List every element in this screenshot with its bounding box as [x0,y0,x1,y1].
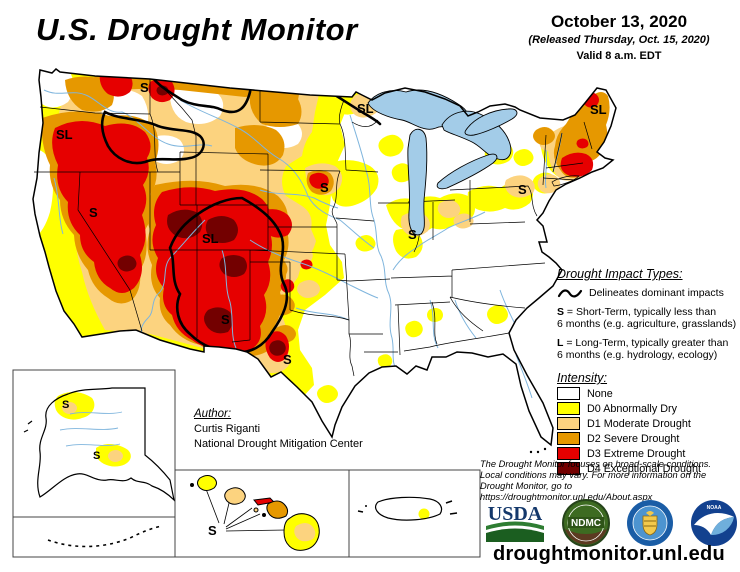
author-name: Curtis Riganti [194,423,261,435]
map-date: October 13, 2020 [550,12,688,31]
inset-frames [12,369,481,558]
impact-label: SL [590,102,607,117]
impact-label-alaska: S [62,399,69,411]
intensity-heading: Intensity: [557,371,608,385]
squiggle-icon [557,289,583,298]
alaska-inset [23,387,175,548]
release-date: (Released Thursday, Oct. 15, 2020) [528,34,710,46]
swatch-d0 [557,402,580,415]
swatch-d3 [557,447,580,460]
rivers [43,89,563,399]
noaa-logo: NOAA [691,500,737,546]
swatch-d4 [557,462,580,475]
disclaimer-text: The Drought Monitor focuses on broad-sca… [480,459,711,502]
valid-time: Valid 8 a.m. EDT [576,50,662,62]
author-heading: Author: [194,408,232,420]
legend-panel: Drought Impact Types: Delineates dominan… [557,267,739,475]
drought-layer-d4 [117,85,286,356]
lake-erie [436,153,498,190]
lake-ontario [464,108,518,136]
legend-row-none: None [557,387,739,400]
date-block: October 13, 2020 (Released Thursday, Oct… [500,12,738,62]
florida-keys [529,447,547,454]
legend-row-d3: D3 Extreme Drought [557,447,739,460]
commerce-logo [627,500,673,546]
impact-label: S [320,180,329,195]
swatch-d2 [557,432,580,445]
hawaii-inset [190,475,320,551]
impact-label: S [518,182,527,197]
short-term-line1: S = Short-Term, typically less than [557,306,717,318]
agency-logos: USDA NDMC NOAA [484,499,738,547]
impact-label: SL [357,101,374,116]
impact-label-hawaii: S [208,523,217,538]
swatch-d1 [557,417,580,430]
usda-logo: USDA [486,503,544,542]
svg-text:NDMC: NDMC [571,518,601,529]
alaska-inset-box [12,369,176,558]
impact-label: S [89,205,98,220]
legend-row-d0: D0 Abnormally Dry [557,402,739,415]
author-organization: National Drought Mitigation Center [194,438,363,450]
puerto-rico-inset-box [348,469,481,558]
page-title: U.S. Drought Monitor [36,12,358,47]
delineates-label: Delineates dominant impacts [589,287,724,299]
impact-label-alaska: S [93,450,100,462]
impact-label: SL [202,231,219,246]
impact-label: SL [56,127,73,142]
lake-michigan [407,128,428,236]
long-term-line1: L = Long-Term, typically greater than [557,337,729,349]
puerto-rico-inset [357,496,458,521]
website-url: droughtmonitor.unl.edu [492,543,726,565]
impact-label: S [221,312,230,327]
swatch-none [557,387,580,400]
impact-types-heading: Drought Impact Types: [557,267,683,281]
long-term-line2: 6 months (e.g. hydrology, ecology) [557,349,718,361]
impact-label: S [140,80,149,95]
legend-row-d1: D1 Moderate Drought [557,417,739,430]
svg-text:USDA: USDA [488,503,543,525]
short-term-line2: 6 months (e.g. agriculture, grasslands) [557,318,737,330]
legend-row-d4: D4 Exceptional Drought [557,462,739,475]
ndmc-logo: NDMC [562,499,610,547]
great-lakes [367,89,518,236]
legend-row-d2: D2 Severe Drought [557,432,739,445]
impact-label: S [283,352,292,367]
impact-labels: S SL S SL S S SL S S S SL S S S [56,80,607,538]
author-block: Author: Curtis Riganti National Drought … [194,408,363,450]
state-borders [34,79,593,377]
svg-text:NOAA: NOAA [707,505,722,511]
impact-label: S [408,227,417,242]
